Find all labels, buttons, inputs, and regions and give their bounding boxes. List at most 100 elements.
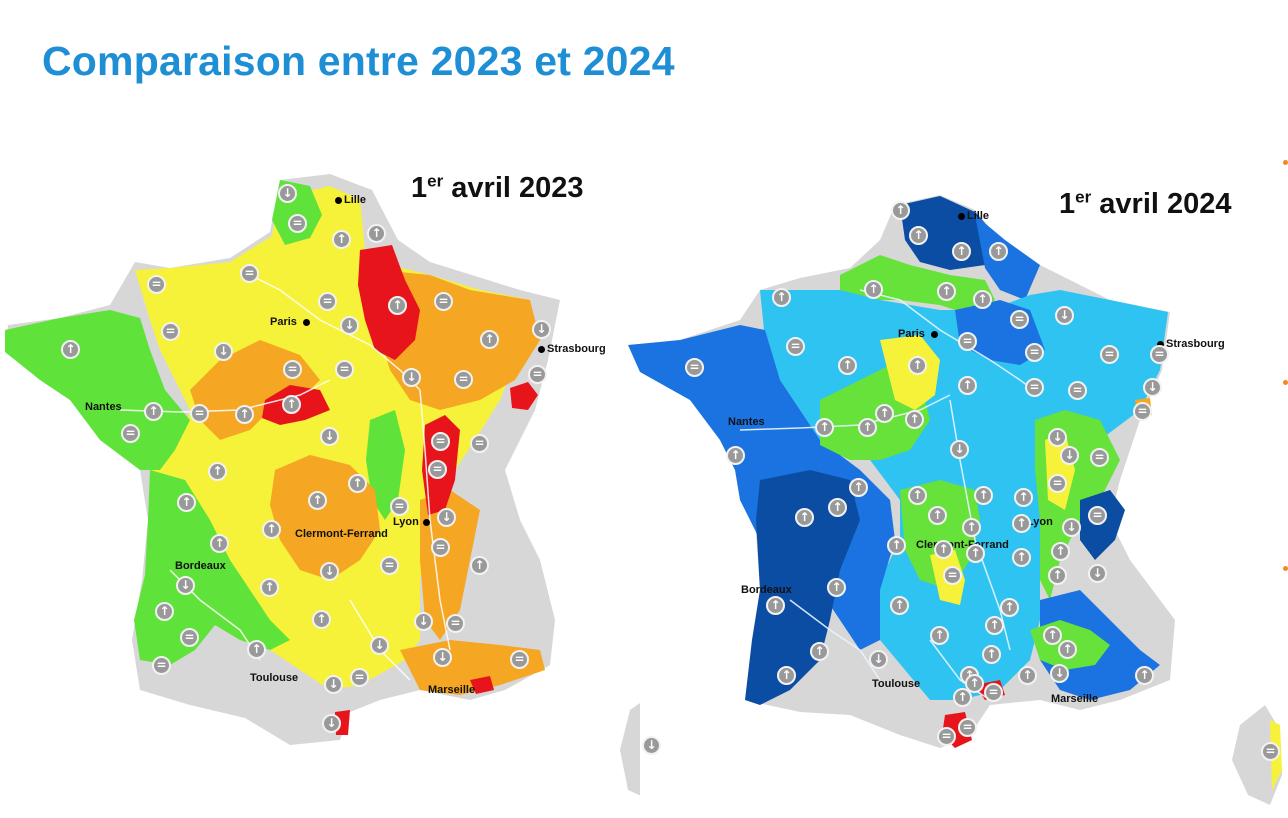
equals-icon — [685, 358, 704, 377]
equals-icon — [510, 650, 529, 669]
city-label: Clermont-Ferrand — [916, 539, 1009, 551]
map-2023-corsica — [620, 703, 640, 796]
equals-icon — [1088, 506, 1107, 525]
arrow-up-icon — [909, 226, 928, 245]
arrow-down-icon — [532, 320, 551, 339]
equals-icon — [1261, 742, 1280, 761]
equals-icon — [190, 404, 209, 423]
map-2024-dark-sw — [745, 470, 860, 705]
city-label: Lyon — [393, 516, 432, 528]
arrow-down-icon — [437, 508, 456, 527]
arrow-up-icon — [177, 493, 196, 512]
equals-icon — [958, 332, 977, 351]
city-label: Lille — [958, 210, 989, 222]
arrow-up-icon — [1000, 598, 1019, 617]
arrow-up-icon — [810, 642, 829, 661]
arrow-up-icon — [828, 498, 847, 517]
arrow-up-icon — [1043, 626, 1062, 645]
arrow-up-icon — [864, 280, 883, 299]
arrow-up-icon — [958, 376, 977, 395]
slide-title: Comparaison entre 2023 et 2024 — [42, 38, 675, 84]
equals-icon — [431, 432, 450, 451]
arrow-up-icon — [766, 596, 785, 615]
arrow-down-icon — [214, 342, 233, 361]
equals-icon — [147, 275, 166, 294]
map-2023-green-sw — [134, 470, 290, 665]
arrow-up-icon — [928, 506, 947, 525]
map-2024-dark-north — [900, 196, 1000, 270]
city-label: Clermont-Ferrand — [295, 528, 388, 540]
arrow-up-icon — [930, 626, 949, 645]
arrow-up-icon — [235, 405, 254, 424]
map-2024-green-massif — [900, 480, 980, 590]
arrow-up-icon — [1058, 640, 1077, 659]
city-label: Toulouse — [872, 678, 921, 690]
city-label: Strasbourg — [538, 343, 606, 355]
arrow-up-icon — [1014, 488, 1033, 507]
arrow-up-icon — [61, 340, 80, 359]
arrow-up-icon — [838, 356, 857, 375]
map-2023-green-west — [5, 310, 190, 470]
arrow-down-icon — [320, 562, 339, 581]
city-label: Paris — [898, 328, 940, 340]
arrow-up-icon — [953, 688, 972, 707]
arrow-up-icon — [470, 556, 489, 575]
arrow-down-icon — [642, 736, 661, 755]
arrow-up-icon — [815, 418, 834, 437]
map-title-2024: 1er avril 2024 — [1059, 187, 1232, 220]
arrow-up-icon — [1018, 666, 1037, 685]
arrow-up-icon — [908, 486, 927, 505]
city-label: Marseille — [428, 684, 476, 696]
arrow-down-icon — [950, 440, 969, 459]
arrow-up-icon — [1051, 542, 1070, 561]
arrow-up-icon — [480, 330, 499, 349]
equals-icon — [1010, 310, 1029, 329]
equals-icon — [434, 292, 453, 311]
equals-icon — [1025, 343, 1044, 362]
equals-icon — [121, 424, 140, 443]
arrow-up-icon — [777, 666, 796, 685]
arrow-down-icon — [1050, 664, 1069, 683]
arrow-down-icon — [414, 612, 433, 631]
equals-icon — [390, 497, 409, 516]
equals-icon — [428, 460, 447, 479]
arrow-up-icon — [890, 596, 909, 615]
arrow-down-icon — [1055, 306, 1074, 325]
city-label: Bordeaux — [741, 584, 792, 596]
map-title-2023: 1er avril 2023 — [411, 171, 584, 204]
arrow-up-icon — [795, 508, 814, 527]
arrow-down-icon — [320, 427, 339, 446]
city-label: Nantes — [85, 401, 122, 413]
arrow-up-icon — [858, 418, 877, 437]
arrow-up-icon — [973, 290, 992, 309]
arrow-down-icon — [370, 636, 389, 655]
equals-icon — [180, 628, 199, 647]
arrow-down-icon — [1088, 564, 1107, 583]
arrow-down-icon — [1143, 378, 1162, 397]
arrow-up-icon — [989, 242, 1008, 261]
equals-icon — [350, 668, 369, 687]
equals-icon — [1100, 345, 1119, 364]
equals-icon — [335, 360, 354, 379]
arrow-down-icon — [278, 184, 297, 203]
map-2023-red-coast — [470, 676, 494, 694]
city-label: Nantes — [728, 416, 765, 428]
arrow-up-icon — [208, 462, 227, 481]
arrow-up-icon — [966, 544, 985, 563]
bullet-marker — [1283, 566, 1288, 571]
arrow-up-icon — [282, 395, 301, 414]
arrow-up-icon — [210, 534, 229, 553]
arrow-up-icon — [260, 578, 279, 597]
arrow-down-icon — [324, 675, 343, 694]
equals-icon — [470, 434, 489, 453]
arrow-up-icon — [348, 474, 367, 493]
arrow-up-icon — [934, 540, 953, 559]
map-2023-orange-rhone — [420, 490, 480, 640]
map-2024-blue-north — [975, 215, 1040, 300]
arrow-up-icon — [908, 356, 927, 375]
equals-icon — [318, 292, 337, 311]
arrow-up-icon — [985, 616, 1004, 635]
arrow-up-icon — [726, 446, 745, 465]
arrow-down-icon — [1048, 428, 1067, 447]
arrow-up-icon — [1048, 566, 1067, 585]
